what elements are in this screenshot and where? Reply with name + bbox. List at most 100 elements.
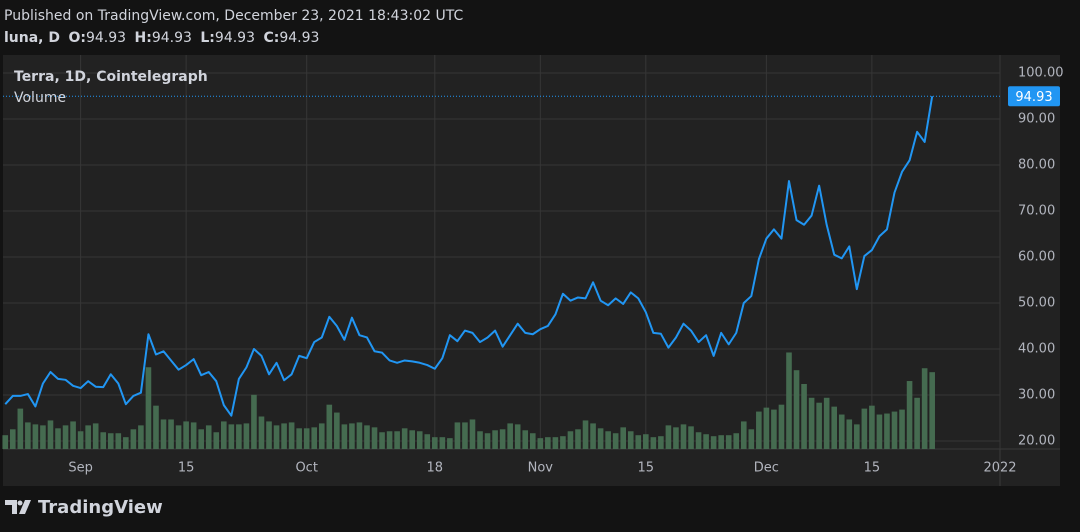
last-price-label: 94.93: [1015, 90, 1052, 105]
y-tick-label: 90.00: [1018, 111, 1055, 126]
volume-bar: [92, 423, 99, 449]
volume-bar: [748, 429, 755, 449]
volume-bar: [130, 429, 137, 449]
ohlc-value: 94.93: [279, 30, 319, 46]
volume-bar: [439, 437, 446, 449]
y-tick-label: 100.00: [1018, 65, 1064, 80]
volume-bar: [462, 422, 468, 449]
logo-icon: [5, 500, 31, 514]
x-tick-label: Oct: [295, 461, 317, 476]
volume-bar: [349, 423, 355, 449]
volume-bar: [914, 397, 920, 449]
volume-bar: [718, 435, 724, 449]
last-price-box: [1008, 86, 1060, 107]
volume-bar: [198, 429, 204, 449]
volume-bar: [725, 435, 732, 449]
volume-bar: [673, 427, 679, 449]
volume-bar: [379, 432, 385, 449]
volume-bar: [318, 423, 325, 449]
volume-bar: [545, 437, 551, 449]
volume-bar: [168, 419, 174, 449]
volume-bar: [643, 434, 649, 449]
volume-bar: [9, 429, 16, 449]
volume-bar: [371, 427, 378, 449]
volume-bar: [416, 431, 423, 449]
volume-bar: [17, 408, 24, 449]
volume-bar: [454, 422, 461, 449]
volume-bar: [507, 423, 513, 449]
ohlc-value: 94.93: [152, 30, 192, 46]
volume-bar: [831, 406, 838, 449]
volume-bar: [567, 431, 574, 449]
volume-bar: [288, 422, 295, 449]
volume-bar: [808, 397, 815, 449]
logo-dot: [17, 500, 23, 506]
volume-bar: [258, 416, 265, 449]
ohlc-label: C:: [263, 30, 279, 46]
volume-bar: [627, 431, 634, 449]
volume-bar: [40, 425, 46, 449]
y-tick-label: 50.00: [1018, 295, 1055, 310]
y-tick-label: 60.00: [1018, 249, 1055, 264]
volume-bar: [25, 422, 31, 449]
volume-bar: [469, 419, 476, 449]
x-tick-label: 2022: [983, 461, 1016, 476]
volume-bar: [884, 413, 890, 449]
x-tick-label: Dec: [754, 461, 779, 476]
symbol: luna, D: [4, 30, 60, 46]
volume-bar: [688, 426, 694, 449]
volume-bar: [356, 422, 363, 449]
volume-bar: [906, 381, 913, 449]
volume-bar: [854, 424, 860, 449]
volume-bar: [582, 420, 589, 449]
volume-bar: [921, 368, 928, 449]
volume-bar: [432, 437, 438, 449]
volume-bar: [793, 370, 800, 449]
volume-bar: [876, 414, 883, 449]
volume-bar: [612, 433, 619, 449]
volume-bar: [620, 427, 627, 449]
volume-bar: [823, 397, 830, 449]
volume-bar: [929, 372, 935, 449]
chart-panel: [3, 55, 1060, 486]
volume-bar: [2, 435, 9, 449]
volume-bar: [175, 425, 182, 449]
volume-bar: [145, 367, 152, 449]
volume-bar: [537, 438, 544, 449]
y-tick-label: 80.00: [1018, 157, 1055, 172]
volume-bar: [703, 434, 709, 449]
y-tick-label: 70.00: [1018, 203, 1055, 218]
volume-bar: [597, 428, 604, 449]
volume-bar: [107, 433, 114, 449]
volume-bar: [138, 425, 144, 449]
plot: 20.00 30.00 40.00 50.00 60.00 70.00 80.00 90.00…: [2, 55, 1064, 476]
volume-bar: [861, 408, 868, 449]
volume-bar: [891, 411, 898, 449]
volume-bar: [522, 430, 529, 449]
volume-bar: [771, 409, 777, 449]
volume-bar: [484, 433, 491, 449]
x-tick-label: 15: [638, 461, 655, 476]
logo: TradingView: [5, 497, 163, 518]
ohlc-label: L:: [200, 30, 215, 46]
volume-bar: [680, 424, 687, 449]
volume-bar: [386, 431, 393, 449]
volume-bar: [899, 409, 905, 449]
volume-bar: [296, 428, 302, 449]
volume-bar: [100, 432, 107, 449]
volume-bar: [303, 428, 310, 449]
x-tick-label: 18: [427, 461, 444, 476]
volume-bar: [394, 431, 400, 449]
price-line: [4, 96, 934, 417]
volume-bar: [710, 436, 717, 449]
x-tick-label: 15: [864, 461, 881, 476]
volume-bar: [85, 425, 91, 449]
logo-text: TradingView: [38, 497, 163, 518]
ohlc-label: H:: [135, 30, 152, 46]
volume-bar: [477, 431, 483, 449]
legend-volume: Volume: [14, 90, 66, 106]
legend-series: Terra, 1D, Cointelegraph: [14, 69, 208, 85]
volume-bar: [756, 411, 762, 449]
volume-bar: [650, 437, 657, 449]
